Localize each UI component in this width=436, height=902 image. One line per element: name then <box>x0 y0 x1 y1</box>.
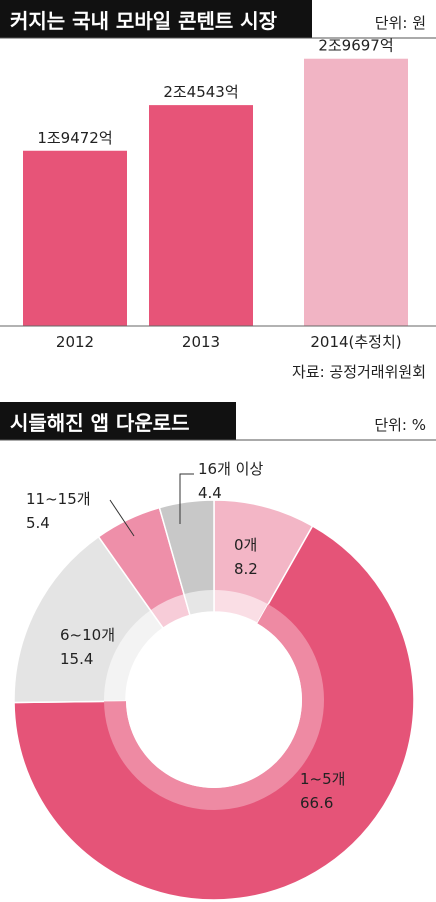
slice-value-label: 5.4 <box>26 514 50 532</box>
slice-value-label: 8.2 <box>234 560 258 578</box>
bar-2012 <box>23 150 127 326</box>
slice-category-label: 6~10개 <box>60 626 115 644</box>
bar-value-label: 2조4543억 <box>163 83 238 101</box>
bar-chart-unit: 단위: 원 <box>375 14 426 32</box>
donut-hole <box>126 612 302 788</box>
slice-category-label: 0개 <box>234 536 257 554</box>
bar-category-label: 2014(추정치) <box>310 333 401 351</box>
donut-chart-title: 시들해진 앱 다운로드 <box>10 411 190 435</box>
slice-value-label: 66.6 <box>300 794 333 812</box>
bar-category-label: 2013 <box>182 333 220 351</box>
bar-2014 <box>304 58 408 327</box>
bar-category-label: 2012 <box>56 333 94 351</box>
bar-chart: 커지는 국내 모바일 콘텐트 시장 단위: 원 1조9472억 2012 2조454… <box>0 0 436 381</box>
leader-line-16plus <box>179 473 194 524</box>
donut-chart-unit: 단위: % <box>374 416 426 434</box>
slice-value-label: 4.4 <box>198 484 222 502</box>
inner-ring-segment <box>150 594 190 629</box>
inner-ring-segment <box>214 590 269 624</box>
bar-chart-source: 자료: 공정거래위원회 <box>292 363 426 381</box>
bar-chart-title: 커지는 국내 모바일 콘텐트 시장 <box>10 9 278 33</box>
bar-value-label: 2조9697억 <box>318 37 393 55</box>
slice-category-label: 1~5개 <box>300 770 345 788</box>
bar-2013 <box>149 105 253 326</box>
inner-ring-segment <box>183 590 214 616</box>
slice-value-label: 15.4 <box>60 650 93 668</box>
leader-line-11-15 <box>109 499 135 537</box>
bar-value-label: 1조9472억 <box>37 129 112 147</box>
bar-chart-title-background <box>0 0 312 38</box>
donut-chart-title-background <box>0 402 236 440</box>
donut-chart: 시들해진 앱 다운로드 단위: % 0개 8.2 1~5개 66.6 6~10개 15.4… <box>0 402 436 901</box>
inner-ring-segment <box>103 610 164 702</box>
slice-category-label: 11~15개 <box>26 490 91 508</box>
slice-category-label: 16개 이상 <box>198 460 263 478</box>
